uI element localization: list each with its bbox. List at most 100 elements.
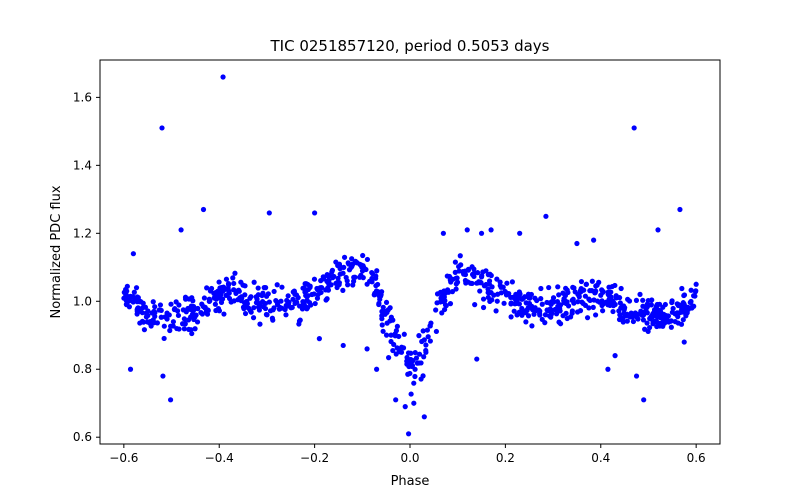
data-point <box>225 280 232 287</box>
data-point <box>452 259 458 265</box>
data-point <box>304 306 310 312</box>
data-point <box>637 311 644 317</box>
data-point <box>238 279 244 285</box>
x-tick-label: −0.6 <box>109 451 138 465</box>
data-point <box>501 300 507 306</box>
data-point <box>516 301 523 307</box>
data-point <box>617 295 623 301</box>
data-point <box>185 317 192 323</box>
data-point <box>617 312 623 318</box>
data-point <box>161 323 167 329</box>
data-point <box>242 310 249 317</box>
data-point <box>579 299 585 305</box>
data-point <box>133 285 140 291</box>
data-point <box>326 277 332 284</box>
data-point <box>668 324 674 330</box>
data-point <box>633 373 640 379</box>
y-tick-label: 0.8 <box>73 362 92 376</box>
data-point <box>379 322 385 328</box>
data-point <box>182 321 188 327</box>
data-point <box>531 311 537 317</box>
data-point <box>539 301 545 307</box>
data-point <box>569 310 575 316</box>
data-point <box>434 300 440 306</box>
data-point <box>150 299 156 305</box>
data-point <box>411 380 417 386</box>
data-point <box>204 285 210 291</box>
data-point <box>316 336 322 342</box>
data-point <box>383 332 390 338</box>
data-point <box>464 227 470 233</box>
data-point <box>642 326 648 332</box>
data-point <box>504 280 510 286</box>
plot-area <box>99 59 721 445</box>
data-point <box>400 345 407 351</box>
data-point <box>148 323 154 329</box>
data-point <box>125 297 132 304</box>
data-point <box>251 279 257 285</box>
data-point <box>283 312 289 318</box>
data-point <box>388 332 394 338</box>
data-point <box>215 288 221 294</box>
data-point <box>360 252 366 259</box>
data-point <box>392 331 398 337</box>
data-point <box>494 276 500 282</box>
data-point <box>546 300 553 306</box>
data-point <box>167 327 173 334</box>
data-point <box>263 293 270 299</box>
data-point <box>508 314 514 320</box>
data-point <box>578 278 585 285</box>
data-point <box>127 366 134 372</box>
data-point <box>645 297 651 304</box>
data-point <box>364 256 371 263</box>
data-point <box>692 293 698 299</box>
y-tick-label: 1.0 <box>73 294 92 308</box>
data-point <box>135 305 141 312</box>
data-point <box>483 281 489 288</box>
data-point <box>158 314 164 320</box>
data-point <box>565 303 572 309</box>
data-points <box>121 74 699 437</box>
data-point <box>542 320 548 326</box>
data-point <box>485 294 491 301</box>
data-point <box>323 287 329 293</box>
data-point <box>250 315 257 321</box>
data-point <box>637 291 643 297</box>
data-point <box>303 281 309 287</box>
data-point <box>176 302 182 308</box>
data-point <box>208 285 215 292</box>
data-point <box>255 285 261 291</box>
data-point <box>460 269 466 275</box>
data-point <box>512 301 518 307</box>
data-point <box>383 299 390 306</box>
data-point <box>693 281 699 287</box>
data-point <box>159 125 165 131</box>
data-point <box>457 253 463 259</box>
data-point <box>596 279 602 285</box>
data-point <box>525 305 531 311</box>
data-point <box>689 305 695 311</box>
data-point <box>220 74 226 80</box>
data-point <box>488 227 494 233</box>
data-point <box>680 300 686 306</box>
data-point <box>405 350 412 356</box>
data-point <box>525 313 532 319</box>
data-point <box>230 275 236 281</box>
data-point <box>641 397 647 403</box>
data-point <box>439 310 445 316</box>
data-point <box>565 289 571 296</box>
data-point <box>312 300 318 307</box>
data-point <box>305 286 311 293</box>
data-point <box>575 291 581 297</box>
data-point <box>657 314 663 320</box>
data-point <box>476 279 482 285</box>
x-axis-label: Phase <box>391 474 430 489</box>
data-point <box>557 321 564 327</box>
data-point <box>220 288 226 294</box>
x-tick-label: 0.4 <box>591 451 610 465</box>
data-point <box>589 278 595 284</box>
data-point <box>350 261 356 267</box>
data-point <box>469 264 475 270</box>
data-point <box>279 284 285 290</box>
